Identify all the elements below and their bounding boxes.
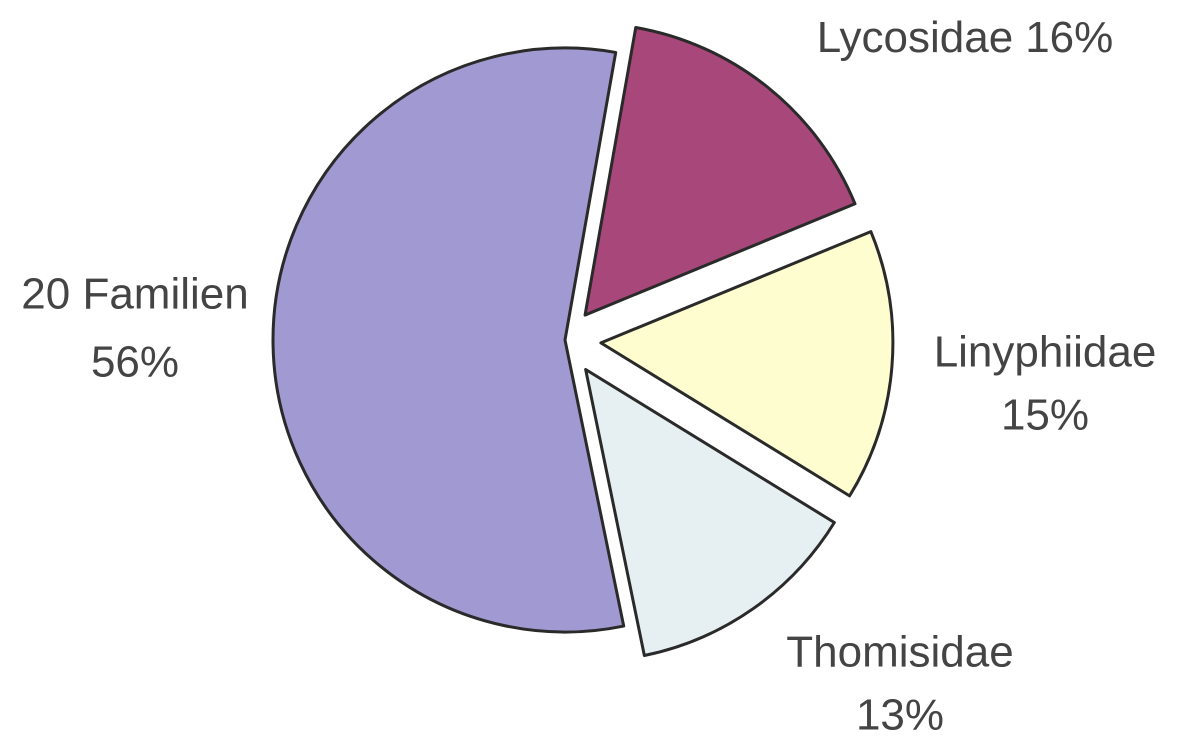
slice-value-label: 15%	[1001, 391, 1089, 440]
slice-value-label: 16%	[1025, 13, 1113, 62]
pie-slice	[583, 25, 857, 317]
slice-value-label: 56%	[91, 338, 179, 387]
slice-label: Thomisidae	[786, 628, 1013, 677]
pie-slice	[599, 230, 895, 498]
pie-slice	[584, 367, 836, 658]
slice-label: 20 Familien	[21, 270, 248, 319]
slice-label: Lycosidae	[817, 13, 1014, 62]
slice-label-group: Lycosidae 16%	[817, 13, 1114, 62]
slice-value-label: 13%	[856, 691, 944, 740]
pie-slice	[271, 46, 626, 634]
slice-label: Linyphiidae	[934, 328, 1157, 377]
